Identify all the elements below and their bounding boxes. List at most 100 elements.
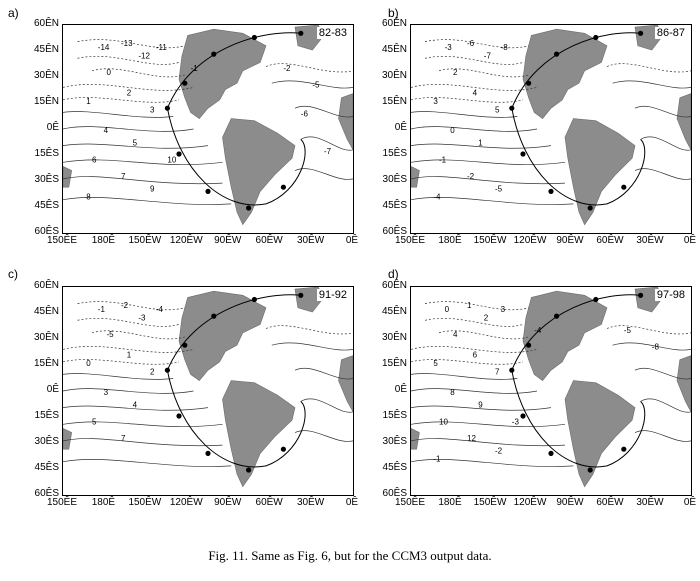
contour-line	[438, 330, 529, 340]
contour-line	[63, 458, 232, 467]
y-tick-label: 60ÊN	[381, 280, 407, 291]
x-tick-label: 30ÊW	[636, 235, 664, 246]
contour-label: 9	[478, 401, 483, 410]
x-tick-label: 0Ê	[683, 235, 697, 246]
contour-label: 3	[104, 388, 109, 397]
contour-label: -13	[121, 39, 133, 48]
wave-trajectory	[166, 294, 301, 371]
y-tick-label: 15ÊN	[381, 96, 407, 107]
contour-label: -5	[312, 80, 320, 89]
contour-line	[63, 388, 194, 394]
contour-label: -1	[439, 155, 447, 164]
contour-line	[77, 39, 185, 49]
wave-trajectory	[511, 294, 641, 371]
contour-label: 4	[453, 330, 458, 339]
y-tick-label: 45ÊN	[33, 306, 59, 317]
contour-label: 4	[104, 126, 109, 135]
x-tick-label: 120ÊW	[169, 497, 203, 508]
trajectory-point	[509, 367, 515, 373]
x-tick-label: 120ÊW	[169, 235, 203, 246]
contour-label: 0	[450, 126, 455, 135]
x-tick-label: 90ÊW	[556, 235, 584, 246]
x-tick-label: 90ÊW	[556, 497, 584, 508]
contour-line	[63, 159, 223, 166]
x-tick-label: 0Ê	[345, 235, 359, 246]
contour-label: 10	[167, 155, 176, 164]
contour-line	[265, 325, 353, 335]
x-tick-label: 180Ê	[438, 497, 462, 508]
panel-label-a: a)	[8, 6, 19, 20]
period-label-d: 97-98	[654, 289, 687, 301]
x-tick-label: 150ÊW	[473, 497, 507, 508]
trajectory-point	[593, 34, 599, 41]
contour-label: -14	[98, 43, 110, 52]
contour-line	[634, 106, 691, 118]
trajectory-point	[182, 80, 188, 86]
y-tick-label: 15ÊN	[381, 358, 407, 369]
trajectory-point	[548, 188, 554, 194]
contour-line	[606, 63, 691, 73]
contour-label: 4	[133, 401, 138, 410]
x-tick-label: 60ÊW	[255, 497, 283, 508]
contour-label: 0	[445, 305, 450, 314]
contour-line	[300, 398, 353, 413]
y-tick-label: 30ÊN	[33, 332, 59, 343]
y-tick-label: 0Ê	[46, 122, 59, 133]
trajectory-point	[520, 413, 526, 419]
trajectory-point	[182, 342, 188, 348]
y-tick-label: 30ÊS	[382, 174, 407, 185]
contour-line	[424, 55, 524, 65]
contour-line	[424, 317, 524, 327]
contour-line	[424, 301, 529, 311]
land-namerica	[178, 28, 267, 120]
contour-label: -2	[283, 64, 291, 73]
contour-label: 1	[86, 97, 91, 106]
contour-line	[77, 55, 180, 65]
y-tick-label: 60ÊS	[34, 488, 59, 499]
contour-label: -12	[138, 51, 150, 60]
y-tick-label: 45ÊN	[33, 44, 59, 55]
contour-label: -8	[501, 43, 509, 52]
contour-label: 2	[484, 313, 489, 322]
trajectory-point	[298, 30, 304, 36]
x-tick-label: 30ÊW	[636, 497, 664, 508]
trajectory-point	[587, 467, 593, 473]
trajectory-point	[621, 184, 627, 190]
contour-label: -6	[301, 110, 309, 119]
x-tick-label: 90ÊW	[214, 497, 242, 508]
trajectory-point	[211, 313, 217, 319]
trajectory-point	[211, 51, 217, 57]
contour-label: -1	[191, 64, 199, 73]
contour-label: 7	[121, 172, 126, 181]
y-tick-label: 30ÊS	[34, 436, 59, 447]
contour-line	[63, 346, 194, 353]
wave-trajectory	[166, 370, 306, 468]
x-tick-label: 150ÊE	[46, 235, 78, 246]
period-label-a: 82-83	[316, 27, 349, 39]
trajectory-point	[176, 413, 182, 419]
y-tick-label: 30ÊS	[382, 436, 407, 447]
contour-label: -7	[324, 147, 332, 156]
contour-line	[411, 373, 518, 380]
contour-line	[606, 325, 691, 335]
trajectory-point	[554, 313, 560, 319]
contour-line	[411, 126, 538, 132]
contour-label: 10	[439, 417, 448, 426]
contour-line	[91, 330, 185, 340]
x-tick-label: 30ÊW	[296, 235, 325, 246]
y-tick-label: 45ÊS	[382, 462, 407, 473]
contour-line	[63, 405, 209, 411]
y-tick-label: 60ÊS	[382, 226, 407, 237]
contour-label: 5	[133, 139, 138, 148]
contour-line	[411, 159, 566, 166]
contour-line	[271, 342, 353, 351]
contour-line	[63, 421, 223, 428]
trajectory-point	[251, 296, 257, 303]
trajectory-point	[548, 450, 554, 456]
period-label-c: 91-92	[316, 289, 349, 301]
contour-label: -3	[512, 417, 520, 426]
trajectory-point	[298, 292, 304, 298]
contour-label: -2	[467, 172, 475, 181]
y-tick-label: 15ÊS	[34, 148, 59, 159]
